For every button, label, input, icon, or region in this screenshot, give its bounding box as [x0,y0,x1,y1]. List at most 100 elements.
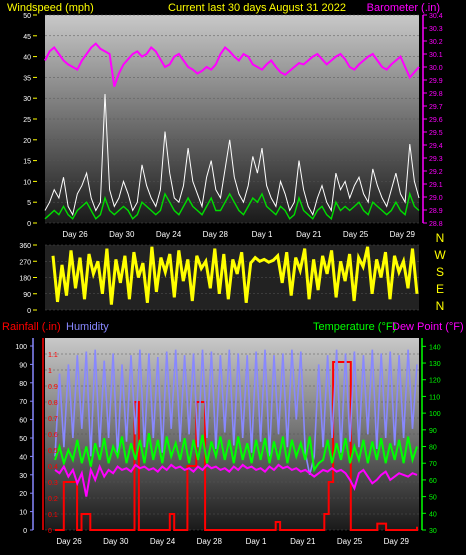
temperature-tick-label: 130 [429,361,441,368]
rainfall-tick-label: 1 [48,368,52,375]
series-line-temperature-f [54,433,418,473]
humidity-tick-label: 90 [19,362,27,369]
humidity-tick-label: 20 [19,491,27,498]
compass-label: S [436,265,444,279]
barometer-tick-label: 29.1 [429,182,443,189]
bottom-date-axis: Day 26 Day 30 Day 24 Day 28 Day 1 Day 21 Day 2… [56,537,409,546]
rain-humidity-temp-marks [54,349,418,531]
barometer-tick-label: 30.4 [429,13,443,20]
top-date-tick-label: Day 21 [296,230,322,239]
barometer-tick-label: 30.1 [429,52,443,59]
barometer-tick-label: 29.4 [429,143,443,150]
top-date-tick-label: Day 1 [252,230,273,239]
barometer-tick-label: 29.3 [429,156,443,163]
top-date-tick-label: Day 24 [156,230,182,239]
temperature-tick-label: 110 [429,394,440,401]
series-line-barometer [44,42,420,87]
humidity-tick-label: 30 [19,473,27,480]
windspeed-tick-label: 45 [23,34,31,41]
humidity-tick-label: 60 [19,418,27,425]
bottom-date-tick-label: Day 25 [337,537,363,546]
windspeed-axis: 0 5 10 15 20 25 30 35 40 45 50 [23,13,37,228]
barometer-tick-label: 29.7 [429,104,443,111]
windspeed-tick-label: 25 [23,117,31,124]
windspeed-tick-label: 0 [27,221,31,228]
temperature-axis: 30 40 50 60 70 80 90 100 110 120 130 140 [421,338,441,535]
bottom-date-tick-label: Day 24 [150,537,176,546]
rainfall-tick-label: 0.9 [48,384,58,391]
direction-marks [51,246,419,305]
bottom-date-tick-label: Day 26 [56,537,82,546]
compass-label: N [436,231,445,245]
rain-humidity-temp-panel [45,338,419,530]
top-date-axis: Day 26 Day 30 Day 24 Day 28 Day 1 Day 21 Day 2… [62,230,415,239]
windspeed-axis-title: Windspeed (mph) [7,2,94,14]
series-line-humidity [54,349,418,475]
direction-axis: 0 90 180 270 360 [19,243,37,315]
rainfall-axis: 0 0.1 0.2 0.3 0.4 0.5 0.6 0.7 0.8 0.9 1 1.1 [42,338,58,535]
series-line-gust-mph- [44,191,420,221]
rainfall-tick-label: 0.3 [48,480,58,487]
bottom-date-tick-label: Day 21 [290,537,316,546]
series-line-rainfall [55,361,418,531]
windspeed-tick-label: 50 [23,13,31,20]
humidity-tick-label: 50 [19,436,27,443]
barometer-tick-label: 29.8 [429,91,443,98]
temperature-tick-label: 60 [429,478,437,485]
top-date-tick-label: Day 26 [62,230,88,239]
top-date-tick-label: Day 29 [390,230,416,239]
barometer-tick-label: 29.9 [429,78,443,85]
top-date-tick-label: Day 25 [343,230,369,239]
temperature-tick-label: 50 [429,495,437,502]
direction-tick-label: 180 [19,276,31,283]
rainfall-tick-label: 0.8 [48,400,58,407]
rainfall-axis-title: Rainfall (.in) [2,321,61,333]
temperature-tick-label: 80 [429,445,437,452]
barometer-tick-label: 29.5 [429,130,443,137]
compass-label: E [436,282,444,296]
rainfall-tick-label: 0.7 [48,416,58,423]
barometer-axis-title: Barometer (.in) [367,2,440,14]
rainfall-tick-label: 0.6 [48,432,58,439]
windspeed-tick-label: 35 [23,75,31,82]
barometer-tick-label: 28.8 [429,221,443,228]
humidity-tick-label: 80 [19,381,27,388]
top-date-tick-label: Day 30 [109,230,135,239]
barometer-tick-label: 30.3 [429,26,443,33]
rainfall-tick-label: 0 [48,528,52,535]
humidity-tick-label: 40 [19,454,27,461]
compass-label: W [434,248,446,262]
temperature-tick-label: 140 [429,344,441,351]
barometer-tick-label: 29.0 [429,195,443,202]
humidity-tick-label: 100 [15,344,27,351]
humidity-axis-title: Humidity [66,321,109,333]
barometer-axis: 28.8 28.9 29.0 29.1 29.2 29.3 29.4 29.5 29.6 29.7… [422,13,443,228]
rainfall-tick-label: 0.4 [48,464,58,471]
barometer-tick-label: 30.0 [429,65,443,72]
barometer-tick-label: 28.9 [429,208,443,215]
rainfall-tick-label: 0.2 [48,496,58,503]
bottom-date-tick-label: Day 30 [103,537,129,546]
windspeed-tick-label: 15 [23,159,31,166]
windspeed-tick-label: 40 [23,55,31,62]
series-line-dew-point-f [54,463,418,497]
humidity-tick-label: 0 [23,528,27,535]
barometer-tick-label: 29.6 [429,117,443,124]
windspeed-tick-label: 30 [23,96,31,103]
bottom-date-tick-label: Day 29 [384,537,410,546]
chart-title: Current last 30 days August 31 2022 [168,2,346,14]
temperature-axis-title: Temperature (°F) [313,321,396,333]
windspeed-tick-label: 10 [23,179,31,186]
direction-tick-label: 270 [19,259,31,266]
top-date-tick-label: Day 28 [203,230,229,239]
temperature-tick-label: 40 [429,511,437,518]
compass-label: N [436,299,445,313]
wind-baro-panel [45,15,419,223]
windspeed-tick-label: 20 [23,138,31,145]
barometer-tick-label: 30.2 [429,39,443,46]
humidity-tick-label: 10 [19,510,27,517]
temperature-tick-label: 90 [429,428,437,435]
